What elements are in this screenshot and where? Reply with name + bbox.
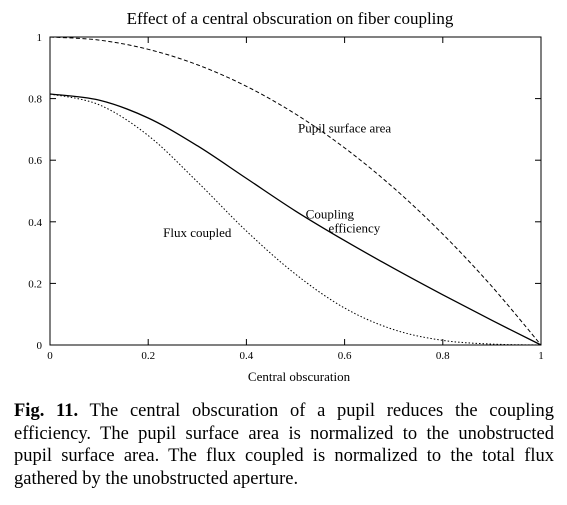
plot-frame xyxy=(49,36,542,346)
series-annotation: Pupil surface area xyxy=(298,120,391,135)
x-tick-label: 0.2 xyxy=(141,350,155,362)
y-tick-label: 0.4 xyxy=(28,217,42,229)
series-line-coupling-efficiency xyxy=(49,93,542,346)
caption-text: The central obscuration of a pupil reduc… xyxy=(14,401,554,489)
series-annotation: efficiency xyxy=(329,221,381,236)
y-tick-label: 1 xyxy=(37,32,43,44)
y-tick-label: 0.8 xyxy=(28,94,42,106)
series-line-pupil-surface-area xyxy=(49,36,542,346)
x-axis-label: Central obscuration xyxy=(248,369,351,384)
y-tick-label: 0 xyxy=(37,340,43,352)
y-tick-label: 0.2 xyxy=(28,278,42,290)
x-tick-label: 0.6 xyxy=(338,350,352,362)
x-tick-label: 0.8 xyxy=(436,350,450,362)
series-annotation: Flux coupled xyxy=(163,225,232,240)
caption-label: Fig. 11. xyxy=(14,401,79,421)
chart: Effect of a central obscuration on fiber… xyxy=(28,9,544,384)
chart-title: Effect of a central obscuration on fiber… xyxy=(127,9,454,28)
figure-caption: Fig. 11. The central obscuration of a pu… xyxy=(14,400,554,490)
x-tick-label: 1 xyxy=(538,350,544,362)
y-tick-label: 0.6 xyxy=(28,155,42,167)
series-annotation: Coupling xyxy=(306,207,355,222)
x-tick-label: 0 xyxy=(47,350,53,362)
x-tick-label: 0.4 xyxy=(240,350,254,362)
